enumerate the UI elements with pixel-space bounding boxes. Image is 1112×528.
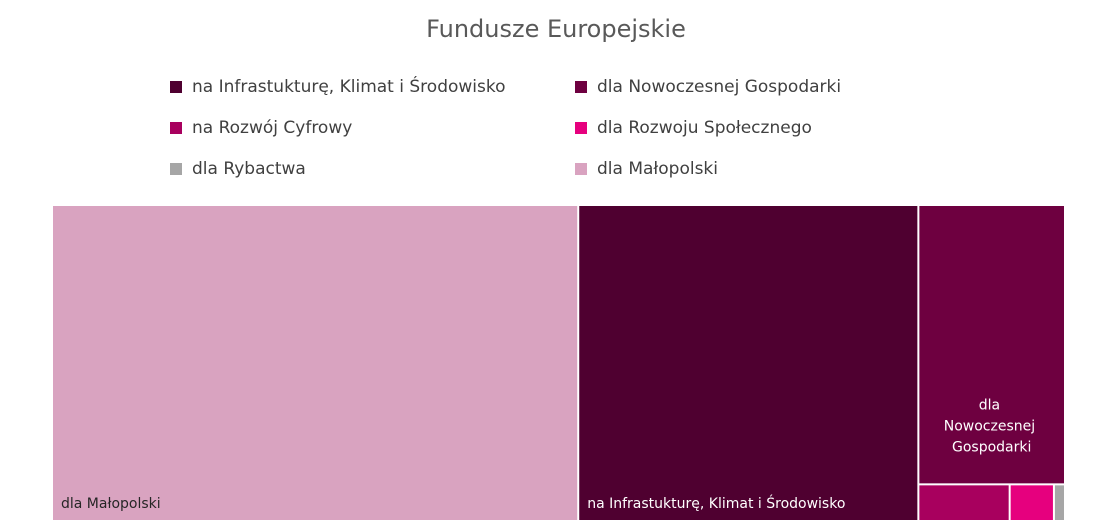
legend-swatch bbox=[170, 81, 182, 93]
cell-label: na Infrastukturę, Klimat i Środowisko bbox=[587, 494, 845, 512]
legend-label: na Rozwój Cyfrowy bbox=[192, 118, 352, 138]
legend-swatch bbox=[170, 122, 182, 134]
legend-label: na Infrastukturę, Klimat i Środowisko bbox=[192, 75, 506, 97]
legend-label: dla Nowoczesnej Gospodarki bbox=[597, 77, 841, 97]
legend-swatch bbox=[575, 122, 587, 134]
legend-swatch bbox=[170, 163, 182, 175]
treemap-cell bbox=[579, 206, 918, 520]
legend-swatch bbox=[575, 163, 587, 175]
cell-label: dla Małopolski bbox=[61, 496, 161, 512]
treemap-cell bbox=[1054, 485, 1064, 520]
legend-label: dla Małopolski bbox=[597, 159, 718, 179]
cell-label: dla Nowoczesnej Gospodarki bbox=[944, 397, 1040, 455]
legend-swatch bbox=[575, 81, 587, 93]
legend-label: dla Rybactwa bbox=[192, 159, 306, 179]
treemap-cell bbox=[1010, 485, 1053, 520]
chart-title: Fundusze Europejskie bbox=[426, 15, 686, 43]
treemap-cell bbox=[53, 206, 578, 520]
treemap-cell bbox=[919, 206, 1064, 484]
legend-label: dla Rozwoju Społecznego bbox=[597, 118, 812, 138]
treemap-cell bbox=[919, 485, 1009, 520]
